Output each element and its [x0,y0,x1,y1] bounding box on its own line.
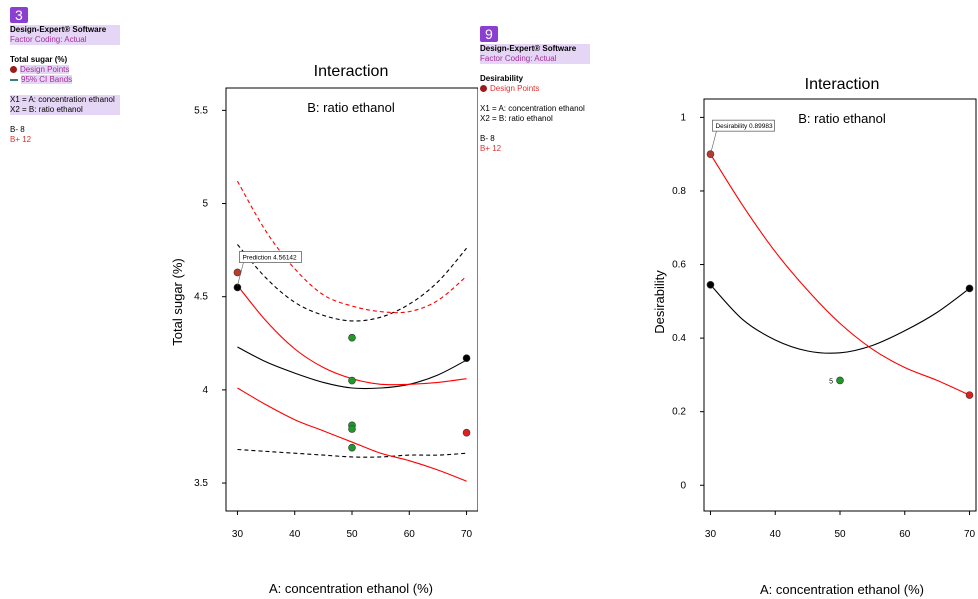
y-axis-label: Desirability [652,270,667,334]
left-x2-label: X2 = B: ratio ethanol [10,105,120,115]
right-b-plus-label: B+ 12 [480,144,502,153]
x-tick-label: 30 [232,529,244,540]
y-tick-label: 0.8 [672,186,686,197]
series-line-b-8 [237,346,467,390]
right-design-points-label[interactable]: Design Points [490,84,540,93]
x-tick-label: 70 [461,529,473,540]
design-points-icon [10,66,17,74]
desirability-chart: Interaction B: ratio ethanol A: concentr… [652,76,977,597]
design-point [965,284,974,293]
x-tick-label: 50 [834,529,846,540]
series-line-b-12-lower-ci [237,387,467,482]
y-tick-label: 4.5 [194,292,208,303]
design-points-icon [480,85,487,93]
right-factor-coding: Factor Coding: Actual [480,54,590,64]
left-chart-panel: 3 Design-Expert® Software Factor Coding:… [0,0,478,599]
annotation-pointer [237,262,244,286]
left-design-points-label[interactable]: Design Points [20,65,70,74]
series-line-b-8-lower-ci [237,448,467,458]
left-response-name: Total sugar (%) [10,55,68,64]
x-tick-label: 70 [964,529,976,540]
series-line-b-12 [710,153,970,396]
design-point [348,376,356,385]
ci-band-icon [10,78,18,81]
x-tick-label: 30 [705,529,717,540]
annotation-box [712,119,775,132]
y-tick-label: 0.6 [672,260,686,271]
chart-subtitle: B: ratio ethanol [798,111,886,126]
right-x1-label: X1 = A: concentration ethanol [480,104,585,113]
y-tick-label: 1 [680,112,686,123]
design-point [706,280,715,289]
y-axis-label: Total sugar (%) [170,258,185,345]
annotation-label: Prediction 4.56142 [242,255,297,262]
chart-title: Interaction [314,63,389,80]
right-legend-sidebar: 9 Design-Expert® Software Factor Coding:… [480,26,590,154]
right-b-minus-label: B- 8 [480,134,495,143]
design-point [233,283,242,292]
right-chart-panel: 9 Design-Expert® Software Factor Coding:… [478,0,978,599]
design-point [836,376,844,385]
design-point [348,425,356,433]
y-tick-label: 4 [202,385,208,396]
design-point [348,333,356,342]
x-tick-label: 50 [346,529,358,540]
left-b-plus-label: B+ 12 [10,135,32,144]
y-tick-label: 0.2 [672,407,686,418]
series-line-b-8 [710,284,970,354]
left-legend-sidebar: 3 Design-Expert® Software Factor Coding:… [10,7,120,145]
x-tick-label: 60 [404,529,416,540]
y-tick-label: 0.4 [672,333,686,344]
x-tick-label: 40 [289,529,301,540]
x-tick-label: 60 [899,529,911,540]
left-ci-bands-label[interactable]: 95% CI Bands [21,75,73,84]
plot-frame [703,98,977,512]
chart-title: Interaction [805,76,880,93]
left-software-name: Design-Expert® Software [10,25,120,35]
right-response-name: Desirability [480,74,524,83]
x-tick-label: 40 [770,529,782,540]
right-graph-badge[interactable]: 9 [480,26,498,42]
annotation-box [239,251,302,263]
x-axis-label: A: concentration ethanol (%) [269,581,433,596]
design-point [348,443,356,452]
left-x1-label: X1 = A: concentration ethanol [10,95,120,105]
series-line-b-12-upper-ci [236,180,467,314]
right-software-name: Design-Expert® Software [480,44,590,54]
y-tick-label: 5 [202,199,208,210]
design-point-count-label: 5 [829,378,833,385]
design-point [462,354,471,362]
right-x2-label: X2 = B: ratio ethanol [480,114,553,123]
left-graph-badge[interactable]: 3 [10,7,28,23]
design-point [233,268,242,277]
y-tick-label: 3.5 [194,478,208,489]
y-tick-label: 5.5 [194,105,208,116]
left-b-minus-label: B- 8 [10,125,25,134]
annotation-label: Desirability 0.89983 [715,123,772,130]
design-point [462,428,471,437]
series-line-b-8-upper-ci [237,244,467,322]
chart-subtitle: B: ratio ethanol [307,100,395,115]
annotation-pointer [710,131,717,155]
x-axis-label: A: concentration ethanol (%) [760,582,924,597]
y-tick-label: 0 [680,480,686,491]
design-point [965,391,974,399]
left-factor-coding: Factor Coding: Actual [10,35,120,45]
total-sugar-chart: Interaction B: ratio ethanol A: concentr… [170,63,478,596]
